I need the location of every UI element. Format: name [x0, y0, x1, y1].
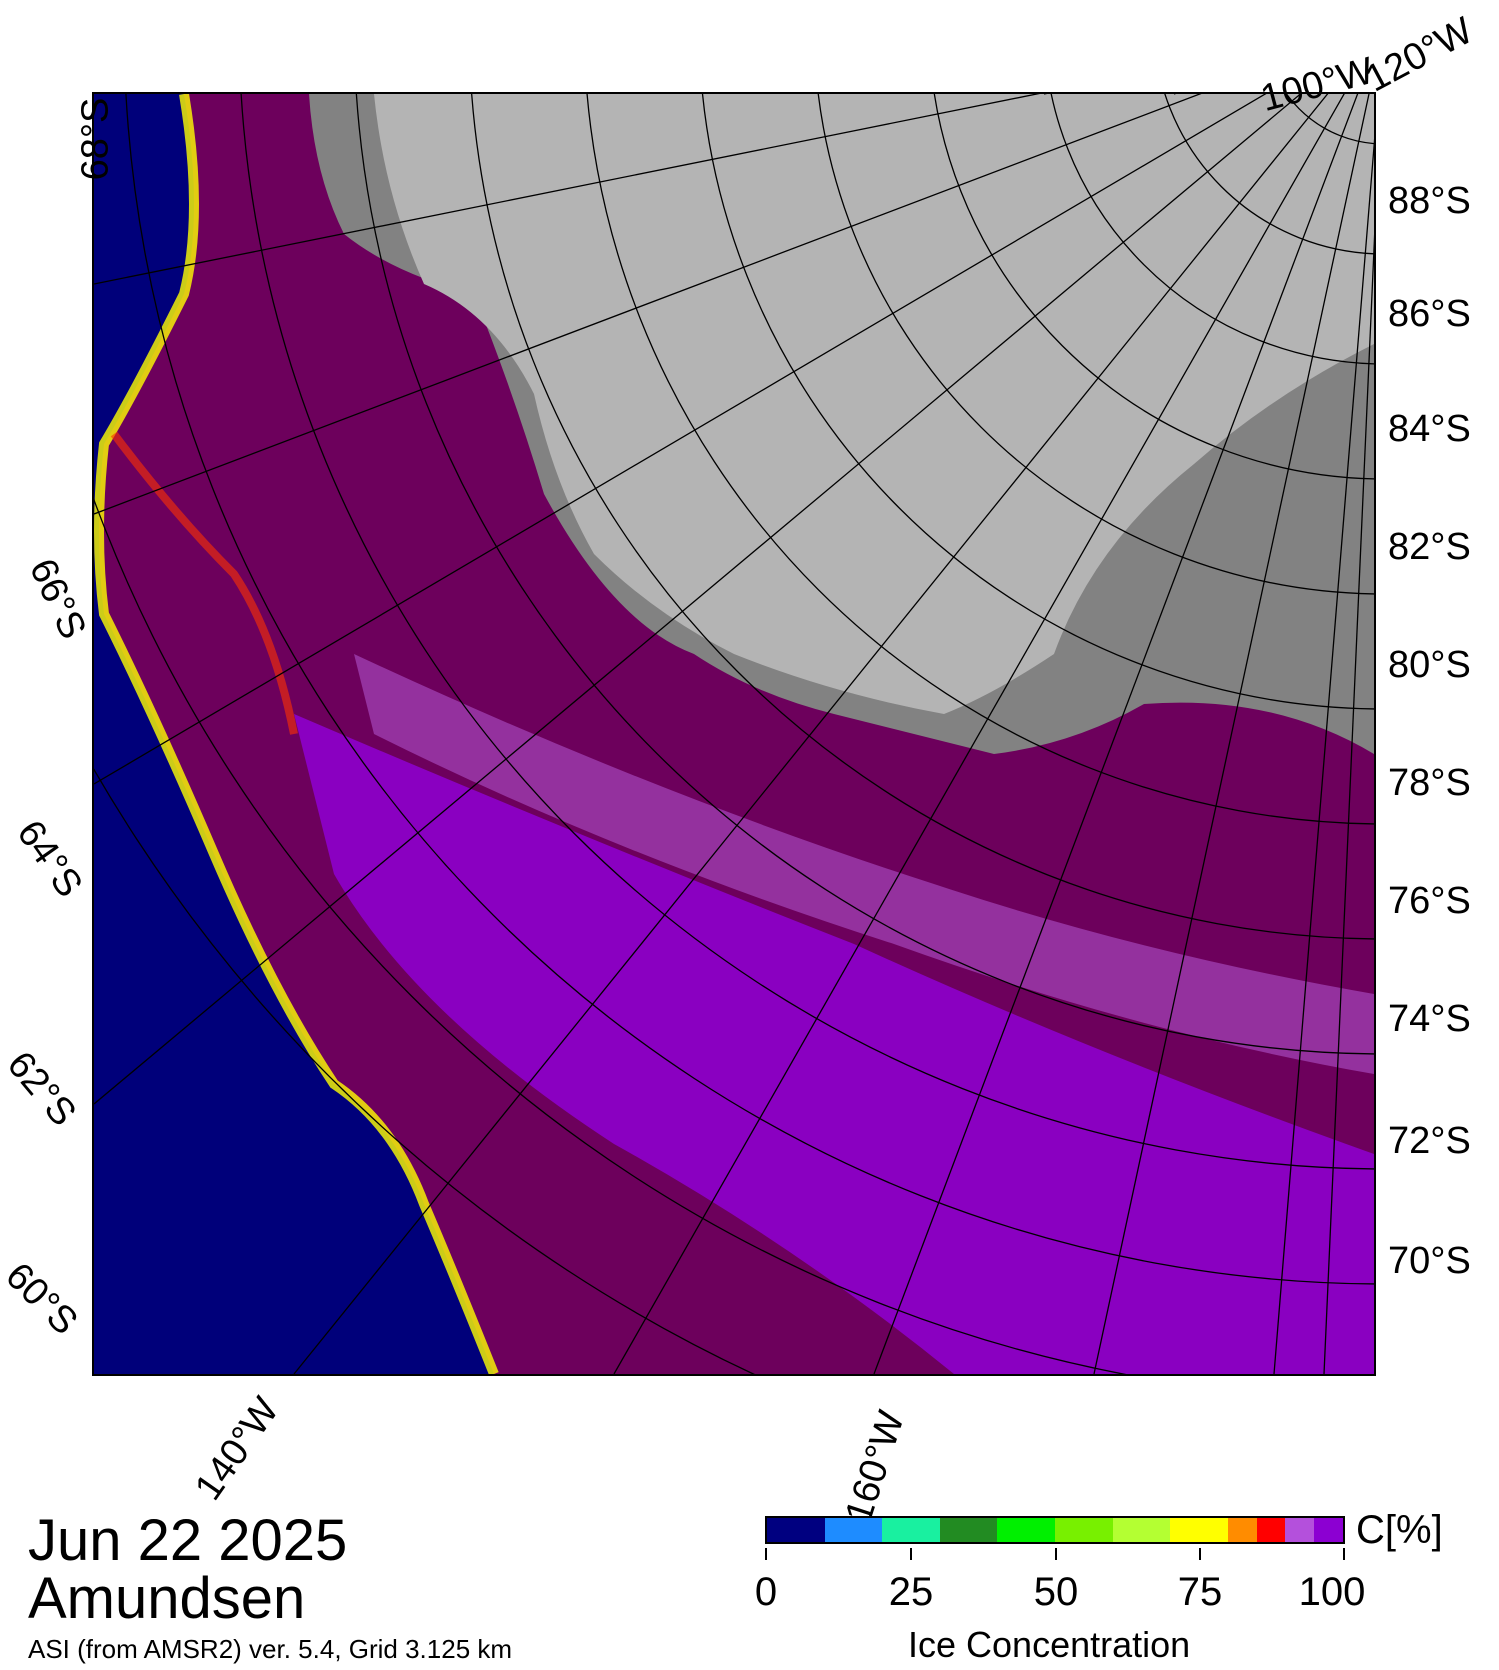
- ice-edge-fringe: [94, 94, 499, 1374]
- map-source: ASI (from AMSR2) ver. 5.4, Grid 3.125 km: [28, 1634, 513, 1664]
- sea-ice-map: [92, 92, 1376, 1376]
- map-region: Amundsen: [28, 1566, 306, 1631]
- colorbar-tick: [1055, 1548, 1057, 1560]
- lon-label-140w: 140°W: [187, 1390, 288, 1508]
- lat-label-66s: 66°S: [20, 552, 94, 646]
- colorbar-swatch: [882, 1518, 940, 1542]
- sea-ice-purple-band: [294, 714, 1374, 1374]
- colorbar-tick: [910, 1548, 912, 1560]
- ice-edge-fringe-red: [110, 431, 298, 735]
- lat-label-78s: 78°S: [1388, 762, 1471, 804]
- colorbar-swatch: [997, 1518, 1055, 1542]
- lat-label-62s: 62°S: [0, 1043, 85, 1135]
- colorbar: [765, 1516, 1345, 1544]
- lat-label-70s: 70°S: [1388, 1240, 1471, 1282]
- lat-label-72s: 72°S: [1388, 1120, 1471, 1162]
- colorbar-swatch: [1314, 1518, 1343, 1542]
- colorbar-tick: [1199, 1548, 1201, 1560]
- colorbar-tick-label: 25: [888, 1570, 934, 1614]
- colorbar-swatch: [767, 1518, 825, 1542]
- colorbar-tick-label: 100: [1298, 1570, 1366, 1614]
- colorbar-swatch: [824, 1518, 883, 1542]
- colorbar-tick: [765, 1548, 767, 1560]
- lon-label-120w: 120°W: [1358, 9, 1480, 101]
- lat-label-80s: 80°S: [1388, 644, 1471, 686]
- sea-ice-purple-band-2: [354, 654, 1374, 1074]
- colorbar-swatch: [1285, 1518, 1315, 1542]
- colorbar-swatch: [1227, 1518, 1257, 1542]
- colorbar-swatch: [1170, 1518, 1228, 1542]
- colorbar-title: Ice Concentration: [908, 1624, 1191, 1665]
- colorbar-tick: [1343, 1548, 1345, 1560]
- map-date: Jun 22 2025: [28, 1508, 348, 1573]
- colorbar-swatch: [1054, 1518, 1113, 1542]
- lat-label-68s: 68°S: [74, 97, 117, 181]
- colorbar-unit: C[%]: [1356, 1508, 1443, 1552]
- lat-label-76s: 76°S: [1388, 880, 1471, 922]
- antarctic-land: [374, 94, 1374, 714]
- colorbar-swatch: [1256, 1518, 1286, 1542]
- lat-label-84s: 84°S: [1388, 408, 1471, 450]
- colorbar-tick-label: 50: [1033, 1570, 1079, 1614]
- colorbar-swatch: [939, 1518, 998, 1542]
- lat-label-74s: 74°S: [1388, 998, 1471, 1040]
- lat-label-60s: 60°S: [0, 1254, 86, 1344]
- colorbar-swatch: [1112, 1518, 1171, 1542]
- lat-label-64s: 64°S: [8, 813, 91, 905]
- lat-label-88s: 88°S: [1388, 180, 1471, 222]
- graticule: [94, 94, 1374, 1374]
- map-canvas: [94, 94, 1374, 1374]
- lon-label-160w: 160°W: [837, 1406, 913, 1528]
- colorbar-tick-label: 75: [1177, 1570, 1223, 1614]
- lat-label-82s: 82°S: [1388, 526, 1471, 568]
- colorbar-tick-label: 0: [754, 1570, 778, 1614]
- lat-label-86s: 86°S: [1388, 293, 1471, 335]
